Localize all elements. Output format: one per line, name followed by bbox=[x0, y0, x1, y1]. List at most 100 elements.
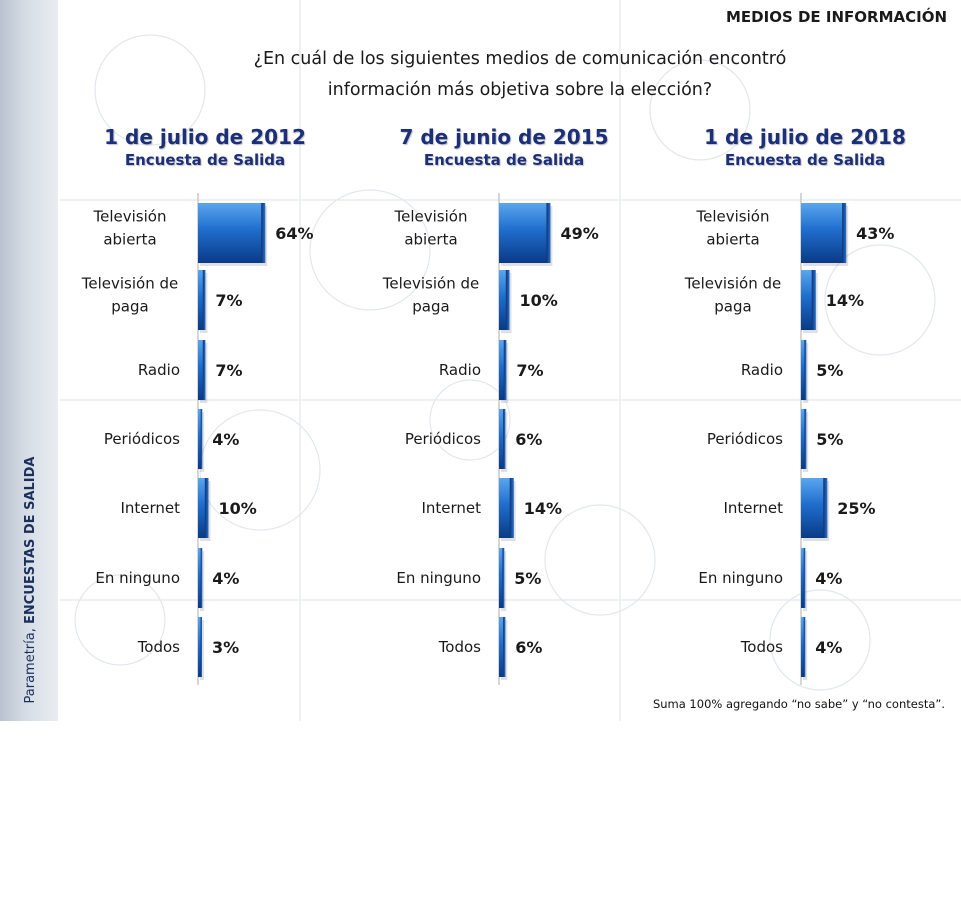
bar-bevel bbox=[261, 203, 266, 263]
value-label-2012-5: 4% bbox=[212, 569, 239, 588]
category-label-2018-0-0: Televisión bbox=[696, 208, 770, 226]
bar-2018-2 bbox=[801, 340, 807, 400]
category-label-2018-4-0: Internet bbox=[723, 499, 783, 517]
question-line-2: información más objetiva sobre la elecci… bbox=[327, 80, 713, 100]
bar-2012-6 bbox=[198, 617, 202, 677]
value-label-2012-0: 64% bbox=[275, 224, 313, 243]
bar-bevel bbox=[503, 409, 506, 469]
category-label-2018-6-0: Todos bbox=[740, 638, 783, 656]
bar-bevel bbox=[509, 478, 514, 538]
bar-2018-0 bbox=[801, 203, 847, 263]
value-label-2015-3: 6% bbox=[515, 430, 542, 449]
value-label-2018-6: 4% bbox=[815, 638, 842, 657]
bar-bevel bbox=[204, 478, 209, 538]
bar-2012-4 bbox=[198, 478, 209, 538]
bar-2015-0 bbox=[499, 203, 551, 263]
value-label-2012-3: 4% bbox=[212, 430, 239, 449]
category-label-2012-6-0: Todos bbox=[137, 638, 180, 656]
bar-2018-4 bbox=[801, 478, 828, 538]
value-label-2012-2: 7% bbox=[215, 361, 242, 380]
category-label-2015-1-1: paga bbox=[412, 298, 449, 316]
bar-2015-1 bbox=[499, 270, 510, 330]
footnote: Suma 100% agregando “no sabe” y “no cont… bbox=[652, 697, 945, 711]
value-label-2015-4: 14% bbox=[524, 499, 562, 518]
bar-2018-3 bbox=[801, 409, 807, 469]
bar-2015-5 bbox=[499, 548, 505, 608]
category-label-2018-1-0: Televisión de bbox=[684, 275, 781, 293]
left-decorative-strip bbox=[0, 0, 58, 721]
bar-bevel bbox=[823, 478, 828, 538]
category-label-2012-0-1: abierta bbox=[103, 231, 156, 249]
bar-bevel bbox=[503, 617, 506, 677]
value-label-2012-6: 3% bbox=[212, 638, 239, 657]
category-label-2015-3-0: Periódicos bbox=[405, 430, 481, 448]
panel-date-2012: 1 de julio de 2012 bbox=[104, 125, 306, 149]
question-line-1: ¿En cuál de los siguientes medios de com… bbox=[253, 49, 787, 69]
bar-2015-2 bbox=[499, 340, 507, 400]
bar-bevel bbox=[200, 548, 203, 608]
bar-charts: 64% Televisión abierta 7% Televisión de paga 7… bbox=[81, 193, 894, 685]
bar-2015-3 bbox=[499, 409, 506, 469]
panel-title-2018: 1 de julio de 2018 Encuesta de Salida bbox=[655, 124, 955, 170]
bar-bevel bbox=[803, 548, 806, 608]
panel-title-2012: 1 de julio de 2012 Encuesta de Salida bbox=[55, 124, 355, 170]
bar-2018-6 bbox=[801, 617, 806, 677]
bar-2012-1 bbox=[198, 270, 206, 330]
value-label-2018-5: 4% bbox=[815, 569, 842, 588]
value-label-2015-2: 7% bbox=[516, 361, 543, 380]
panel-subtitle-2015: Encuesta de Salida bbox=[423, 151, 585, 169]
value-label-2018-1: 14% bbox=[826, 291, 864, 310]
category-label-2018-2-0: Radio bbox=[741, 361, 783, 379]
category-label-2015-6-0: Todos bbox=[438, 638, 481, 656]
section-header: MEDIOS DE INFORMACIÓN bbox=[725, 8, 947, 26]
category-label-2012-4-0: Internet bbox=[120, 499, 180, 517]
value-label-2015-5: 5% bbox=[514, 569, 541, 588]
bar-bevel bbox=[804, 340, 807, 400]
category-label-2015-0-1: abierta bbox=[404, 231, 457, 249]
panel-subtitle-2018: Encuesta de Salida bbox=[724, 151, 886, 169]
bar-2018-5 bbox=[801, 548, 806, 608]
value-label-2018-4: 25% bbox=[837, 499, 875, 518]
bar-bevel bbox=[811, 270, 816, 330]
panel-date-2018: 1 de julio de 2018 bbox=[704, 125, 906, 149]
panel-title-2015: 7 de junio de 2015 Encuesta de Salida bbox=[354, 124, 654, 170]
value-label-2018-0: 43% bbox=[856, 224, 894, 243]
category-label-2015-2-0: Radio bbox=[439, 361, 481, 379]
bar-bevel bbox=[200, 617, 202, 677]
category-label-2012-2-0: Radio bbox=[138, 361, 180, 379]
category-label-2018-0-1: abierta bbox=[706, 231, 759, 249]
bar-bevel bbox=[502, 548, 505, 608]
bar-2012-3 bbox=[198, 409, 203, 469]
bar-bevel bbox=[803, 617, 806, 677]
bar-bevel bbox=[546, 203, 551, 263]
category-label-2015-5-0: En ninguno bbox=[396, 569, 481, 587]
category-label-2018-5-0: En ninguno bbox=[698, 569, 783, 587]
category-label-2012-1-0: Televisión de bbox=[81, 275, 178, 293]
panel-subtitle-2012: Encuesta de Salida bbox=[124, 151, 286, 169]
category-label-2015-0-0: Televisión bbox=[394, 208, 468, 226]
panel-date-2015: 7 de junio de 2015 bbox=[399, 125, 609, 149]
value-label-2015-0: 49% bbox=[560, 224, 598, 243]
bar-bevel bbox=[505, 270, 510, 330]
question-text: ¿En cuál de los siguientes medios de com… bbox=[170, 44, 870, 106]
bar-bevel bbox=[202, 340, 206, 400]
value-label-2015-6: 6% bbox=[515, 638, 542, 657]
bar-2015-6 bbox=[499, 617, 506, 677]
category-label-2012-5-0: En ninguno bbox=[95, 569, 180, 587]
category-label-2012-1-1: paga bbox=[111, 298, 148, 316]
bar-bevel bbox=[842, 203, 847, 263]
category-label-2018-3-0: Periódicos bbox=[707, 430, 783, 448]
category-label-2015-4-0: Internet bbox=[421, 499, 481, 517]
bar-bevel bbox=[503, 340, 507, 400]
bar-2012-5 bbox=[198, 548, 203, 608]
bar-2012-0 bbox=[198, 203, 266, 263]
bar-bevel bbox=[202, 270, 206, 330]
background-pattern bbox=[60, 0, 961, 721]
bar-bevel bbox=[804, 409, 807, 469]
bar-bevel bbox=[200, 409, 203, 469]
category-label-2012-3-0: Periódicos bbox=[104, 430, 180, 448]
value-label-2018-3: 5% bbox=[816, 430, 843, 449]
bar-2012-2 bbox=[198, 340, 206, 400]
category-label-2018-1-1: paga bbox=[714, 298, 751, 316]
value-label-2012-4: 10% bbox=[219, 499, 257, 518]
